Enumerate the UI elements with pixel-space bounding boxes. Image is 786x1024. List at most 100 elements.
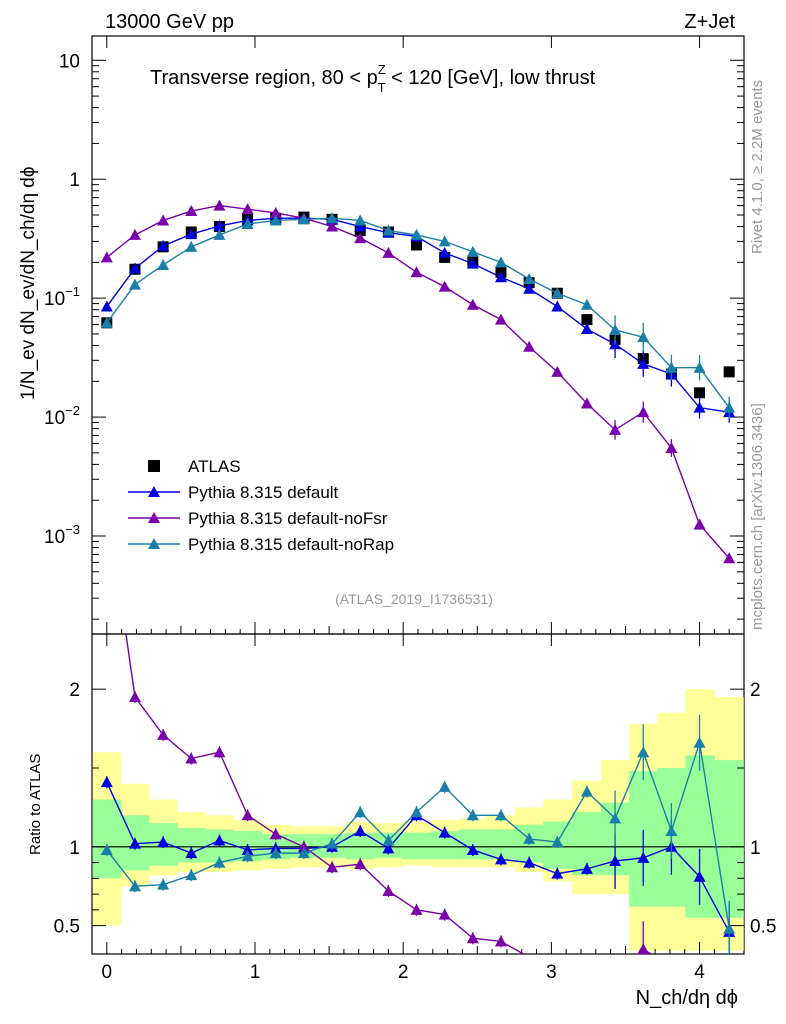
series-marker-2 [609,423,622,435]
series-marker-2 [693,518,706,530]
series-marker-3 [185,240,198,252]
ratio-marker-1 [354,858,367,870]
ratio-marker-0 [213,834,226,846]
atlas-point [581,314,593,326]
series-marker-1 [466,257,479,269]
legend-label: Pythia 8.315 default-noRap [188,535,394,554]
ratio-marker-2 [100,843,113,855]
title-sub: T [378,80,386,95]
series-marker-1 [128,262,141,274]
ratio-marker-0 [354,825,367,837]
series-marker-3 [157,258,170,270]
series-marker-1 [693,401,706,413]
series-marker-3 [665,361,678,373]
band-inner [402,832,432,860]
ratio-marker-2 [185,869,198,881]
y-tick-label-main: 10−1 [44,284,80,310]
series-marker-2 [157,214,170,226]
y-tick-exponent: −2 [65,403,80,418]
ratio-marker-2 [665,825,678,837]
series-marker-3 [213,228,226,240]
ratio-marker-2 [354,806,367,818]
ratio-marker-2 [269,847,282,859]
ratio-marker-2 [326,837,339,849]
series-marker-2 [269,206,282,218]
ratio-marker-1 [297,840,310,852]
ratio-marker-0 [466,843,479,855]
plot-title: Transverse region, 80 < pZ T < 120 [GeV],… [150,62,596,95]
series-marker-1 [494,271,507,283]
ratio-marker-1 [128,691,141,703]
x-tick-label: 2 [398,962,409,983]
series-marker-3 [438,235,451,247]
ratio-marker-0 [438,826,451,838]
ratio-marker-1 [410,903,423,915]
ratio-marker-1 [241,809,254,821]
ratio-marker-2 [580,785,593,797]
ratio-marker-1 [185,752,198,764]
ratio-marker-0 [157,836,170,848]
ratio-marker-2 [551,836,564,848]
ratio-marker-0 [551,867,564,879]
analysis-tag: (ATLAS_2019_I1736531) [335,591,493,607]
ratio-marker-2 [693,736,706,748]
series-marker-3 [494,256,507,268]
ratio-marker-2 [213,856,226,868]
ratio-series [100,634,736,955]
ratio-marker-0 [382,842,395,854]
ratio-marker-1 [382,884,395,896]
ratio-marker-2 [637,746,650,758]
y-tick-label-ratio: 1 [69,838,80,859]
ratio-uncertainty-bands [92,689,744,951]
y-tick-label-main: 10 [59,51,80,72]
ratio-marker-0 [580,862,593,874]
y-tick-base: 10 [44,527,65,548]
ratio-marker-0 [523,856,536,868]
ratio-marker-2 [723,922,736,934]
series-marker-1 [185,228,198,240]
series-marker-2 [241,203,254,215]
series-marker-2 [466,298,479,310]
series-marker-2 [551,365,564,377]
ratio-marker-0 [128,837,141,849]
x-tick-label: 0 [102,962,113,983]
series-marker-3 [269,214,282,226]
series-marker-3 [410,228,423,240]
y-tick-label-ratio: 0.5 [54,917,80,938]
side-rivet-label: Rivet 4.1.0, ≥ 2.2M events [749,80,766,254]
ratio-marker-1 [494,935,507,947]
y-axis-label-ratio: Ratio to ATLAS [27,754,44,855]
band-inner [714,760,744,918]
ratio-marker-0 [609,854,622,866]
legend-marker [148,538,160,549]
energy-label: 13000 GeV pp [105,11,234,33]
ratio-marker-1 [157,728,170,740]
series-marker-2 [354,232,367,244]
ratio-marker-0 [494,853,507,865]
series-marker-2 [523,340,536,352]
band-inner [92,799,122,879]
y-axis-label-main: 1/N_ev dN_ev/dN_ch/dη dϕ [18,166,39,400]
series-marker-2 [100,251,113,263]
ratio-marker-1 [269,828,282,840]
legend-label: ATLAS [188,457,241,476]
series-marker-3 [326,212,339,224]
y-tick-base: 10 [44,408,65,429]
series-marker-3 [466,245,479,257]
y-tick-exponent: −3 [65,522,80,537]
y-tick-label-ratio-right: 0.5 [750,917,776,938]
atlas-point [411,239,423,251]
ratio-marker-0 [241,843,254,855]
series-marker-1 [438,246,451,258]
title-pre: Transverse region, 80 < p [150,67,378,89]
series-marker-3 [354,214,367,226]
side-site-label: mcplots.cern.ch [arXiv:1306.3436] [749,403,766,630]
y-tick-label-ratio-right: 2 [750,680,761,701]
series-marker-2 [382,246,395,258]
series-marker-3 [693,361,706,373]
ratio-marker-1 [326,861,339,873]
x-axis-label: N_ch/dη dϕ [636,987,738,1009]
atlas-point [694,387,706,399]
